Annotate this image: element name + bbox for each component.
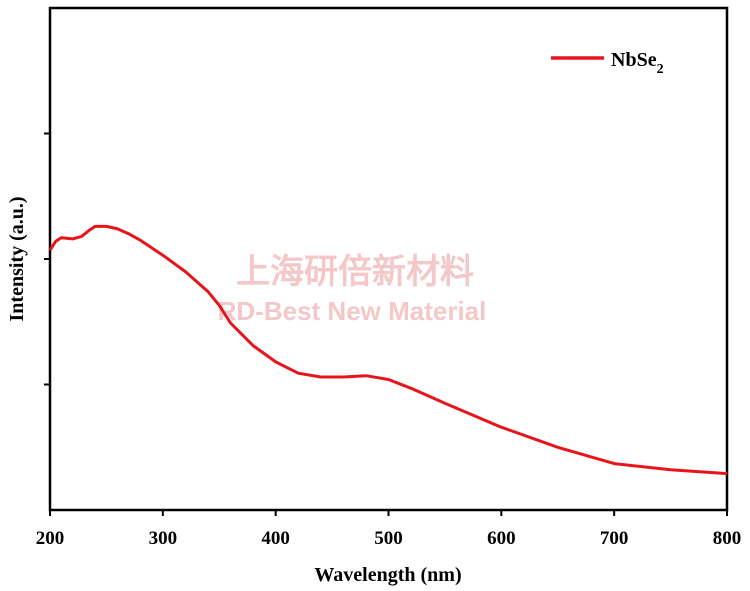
watermark-chinese: 上海研倍新材料: [236, 252, 474, 292]
x-tick-label: 700: [600, 528, 629, 549]
x-tick-label: 600: [487, 528, 516, 549]
x-tick-label: 300: [149, 528, 178, 549]
watermark: 上海研倍新材料 RD-Best New Material: [218, 252, 487, 326]
legend: NbSe2: [551, 49, 664, 77]
x-tick-label: 500: [374, 528, 403, 549]
x-tick-label: 400: [261, 528, 290, 549]
x-tick-label: 800: [713, 528, 742, 549]
y-axis-title: Intensity (a.u.): [6, 196, 28, 321]
y-ticks: [44, 132, 50, 386]
x-axis-title: Wavelength (nm): [314, 564, 461, 586]
watermark-english: RD-Best New Material: [218, 296, 487, 326]
x-ticks: 200 300 400 500 600 700 800: [36, 510, 742, 549]
x-tick-label: 200: [36, 528, 65, 549]
series-line-nbse2: [48, 224, 728, 476]
legend-label: NbSe2: [611, 49, 664, 77]
